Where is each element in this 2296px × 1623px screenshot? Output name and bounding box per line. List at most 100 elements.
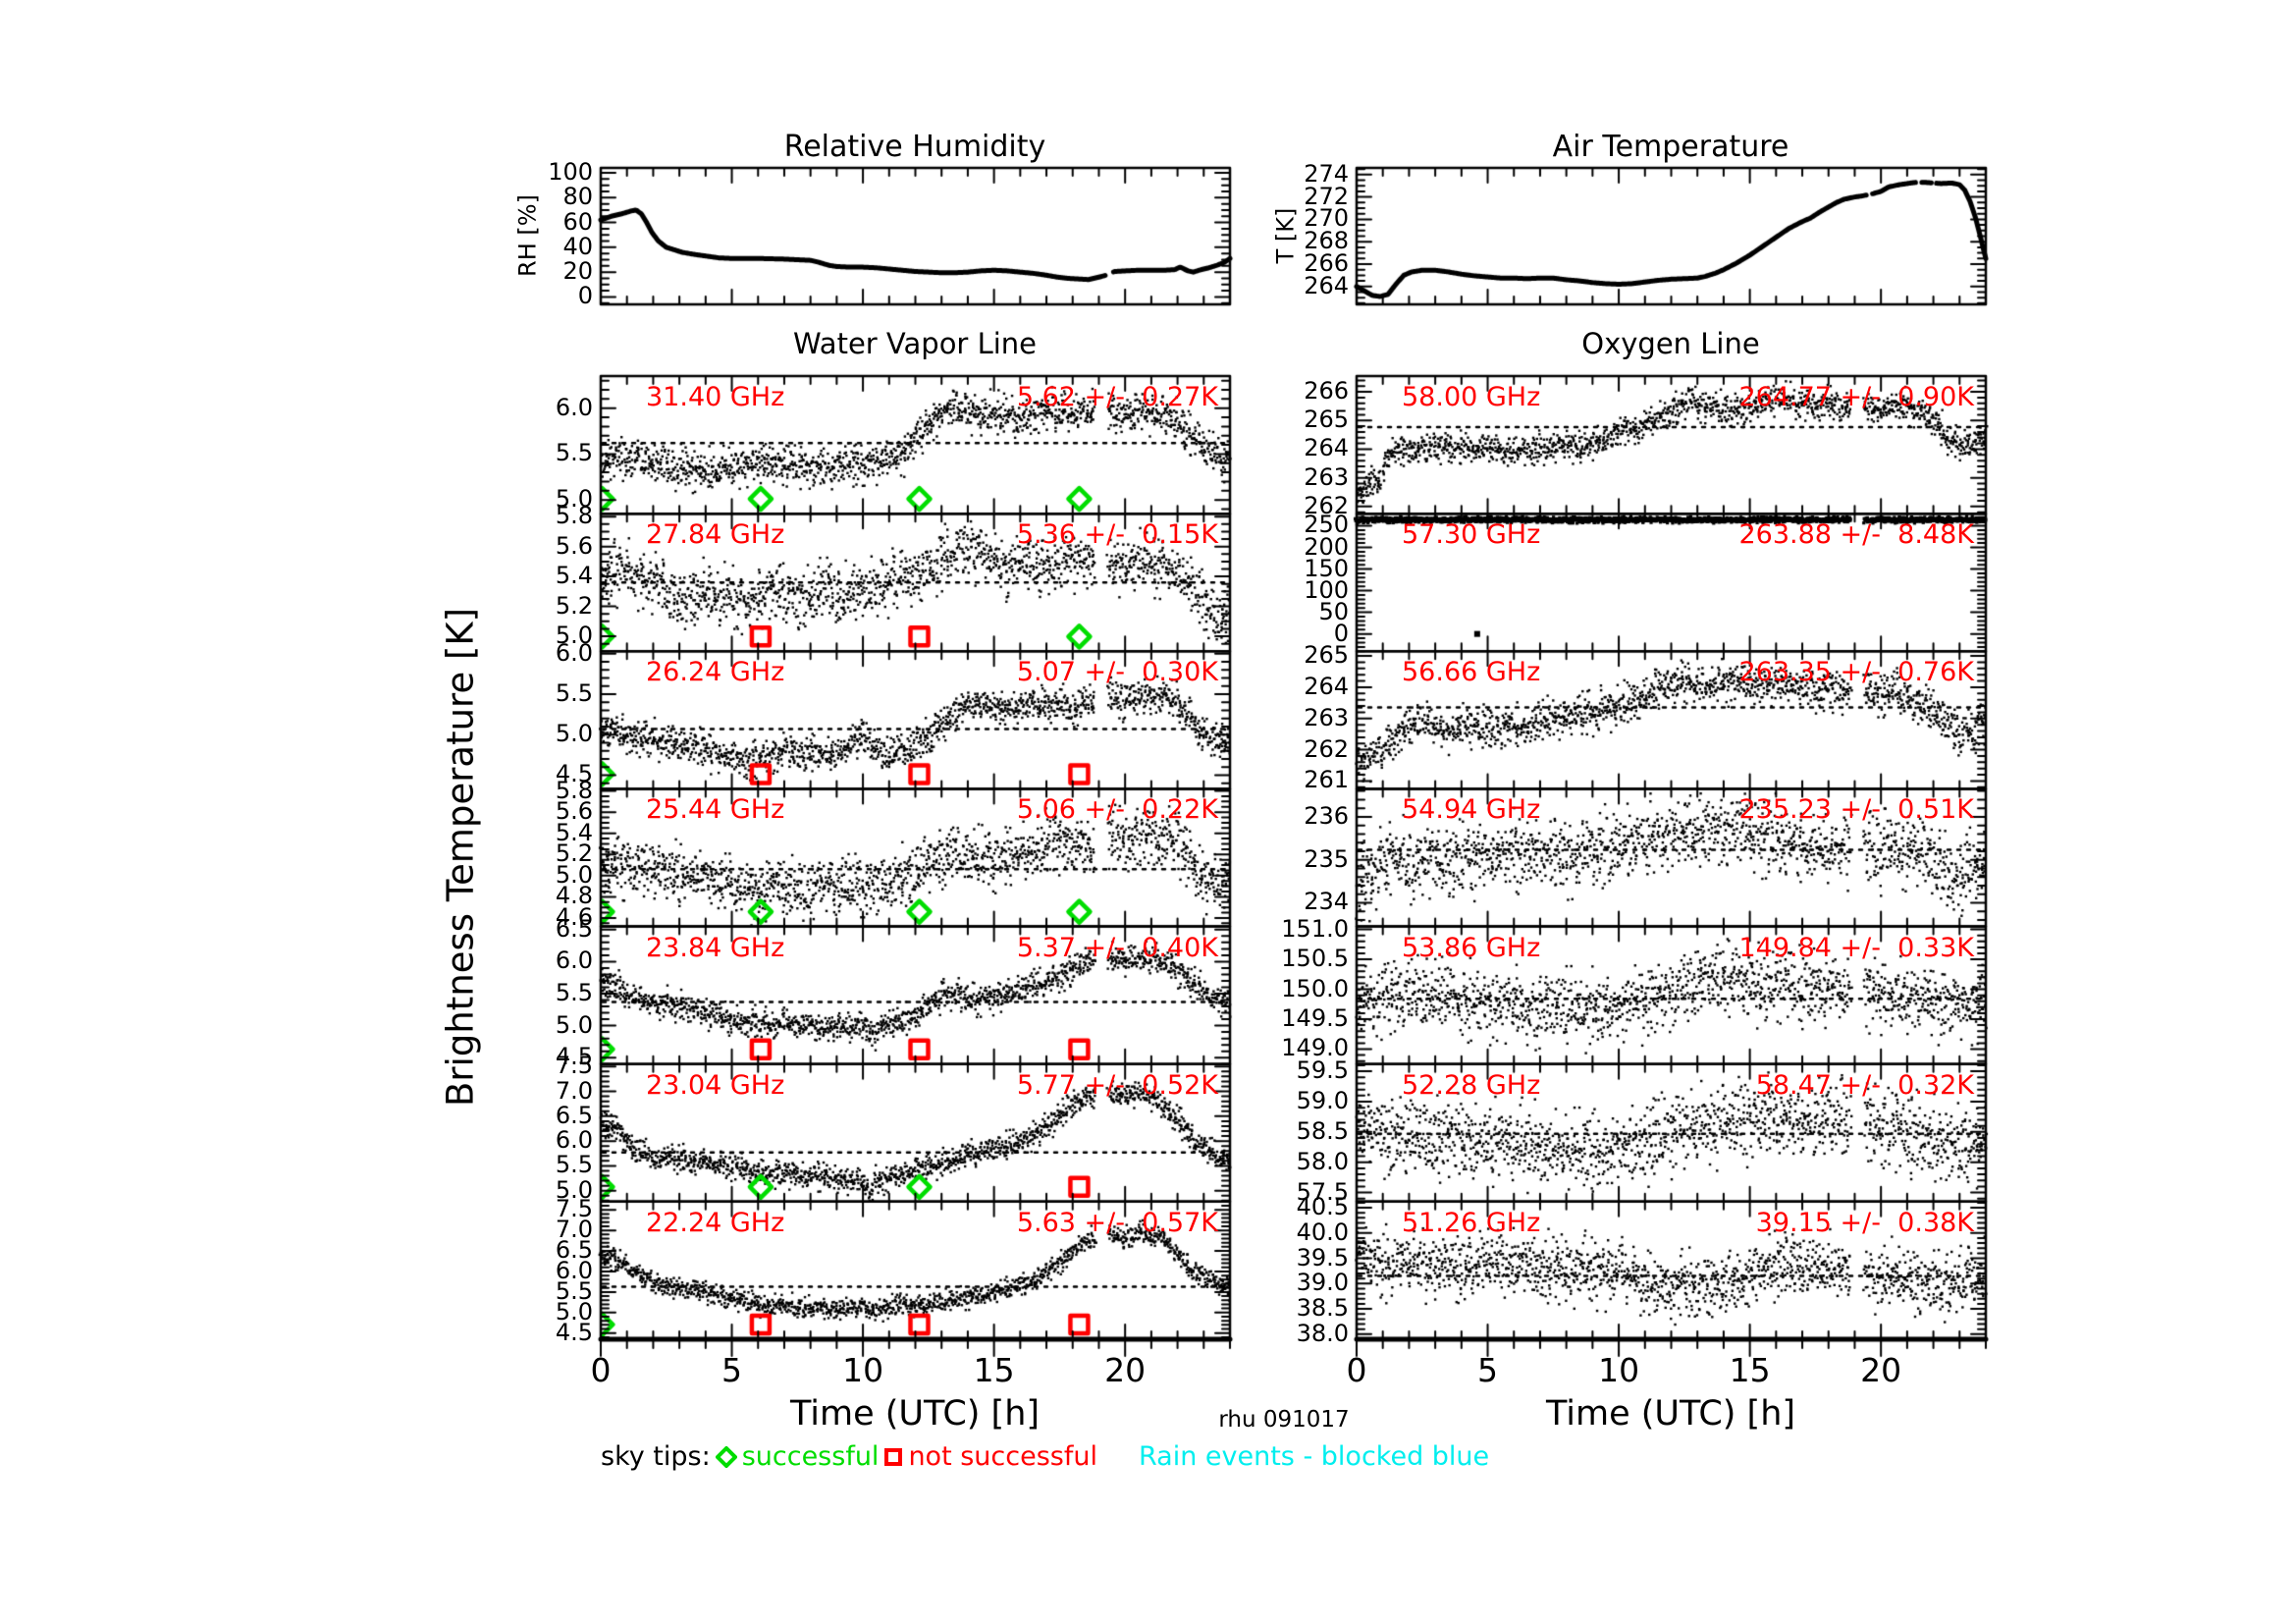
y-tick-label: 4.8: [555, 882, 593, 910]
x-tick-label: 5: [721, 1351, 743, 1389]
stat-label: 5.63 +/- 0.57K: [1016, 1207, 1218, 1238]
y-tick-label: 5.0: [555, 1010, 593, 1039]
y-tick-label: 5.6: [555, 797, 593, 826]
y-tick-label: 40.5: [1296, 1193, 1349, 1221]
y-tick-label: 5.5: [555, 979, 593, 1006]
y-tick-label: 39.5: [1296, 1243, 1349, 1271]
y-tick-label: 6.5: [555, 914, 593, 943]
y-tick-label: 266: [1304, 248, 1349, 277]
y-tick-label: 235: [1304, 844, 1349, 873]
y-tick-label: 100: [548, 158, 593, 187]
oxygen-column-title: Oxygen Line: [1581, 327, 1760, 360]
y-tick-label: 5.0: [555, 622, 593, 650]
y-tick-label: 57.5: [1296, 1177, 1349, 1206]
y-tick-label: 4.5: [555, 760, 593, 788]
freq-label: 51.26 GHz: [1402, 1207, 1541, 1238]
x-axis-label-left: Time (UTC) [h]: [789, 1394, 1041, 1434]
y-tick-label: 234: [1304, 888, 1349, 916]
y-tick-label: 5.5: [555, 439, 593, 467]
y-tick-label: 5.5: [555, 1151, 593, 1179]
y-tick-label: 58.5: [1296, 1116, 1349, 1145]
stat-label: 149.84 +/- 0.33K: [1738, 932, 1974, 963]
y-tick-label: 38.0: [1296, 1319, 1349, 1347]
stat-label: 235.23 +/- 0.51K: [1738, 794, 1974, 826]
y-tick-label: 5.0: [555, 1175, 593, 1204]
freq-label: 53.86 GHz: [1402, 932, 1541, 963]
y-tick-label: 262: [1304, 734, 1349, 763]
y-tick-label: 6.0: [555, 947, 593, 975]
y-tick-label: 40.0: [1296, 1217, 1349, 1246]
y-tick-label: 60: [562, 207, 593, 236]
stat-label: 5.07 +/- 0.30K: [1016, 657, 1218, 688]
y-tick-label: 7.0: [555, 1076, 593, 1105]
y-tick-label: 6.5: [555, 1101, 593, 1129]
y-tick-label: 59.0: [1296, 1086, 1349, 1114]
x-tick-label: 15: [973, 1351, 1015, 1389]
y-tick-label: 5.0: [555, 720, 593, 748]
y-tick-label: 7.5: [555, 1195, 593, 1223]
y-tick-label: 149.0: [1281, 1034, 1349, 1062]
freq-label: 23.04 GHz: [646, 1069, 785, 1101]
freq-label: 52.28 GHz: [1402, 1069, 1541, 1101]
freq-label: 27.84 GHz: [646, 519, 785, 551]
y-tick-label: 5.0: [555, 1297, 593, 1325]
y-tick-label: 6.5: [555, 1236, 593, 1265]
y-tick-label: 50: [1318, 597, 1349, 625]
x-tick-label: 0: [590, 1351, 612, 1389]
y-tick-label: 272: [1304, 182, 1349, 210]
footnote-run-id: rhu 091017: [1218, 1407, 1350, 1433]
y-tick-label: 268: [1304, 227, 1349, 255]
y-tick-label: 150: [1304, 554, 1349, 582]
y-tick-label: 40: [562, 232, 593, 260]
legend-successful-label: successful: [741, 1441, 880, 1472]
y-tick-label: 250: [1304, 511, 1349, 539]
y-tick-label: 58.0: [1296, 1147, 1349, 1175]
successful-diamond-icon: [715, 1445, 737, 1468]
y-tick-label: 5.5: [555, 1276, 593, 1305]
stat-label: 5.06 +/- 0.22K: [1016, 794, 1218, 826]
y-tick-label: 151.0: [1281, 914, 1349, 943]
y-tick-label: 6.0: [555, 1256, 593, 1284]
y-tick-label: 264: [1304, 672, 1349, 700]
freq-label: 56.66 GHz: [1402, 657, 1541, 688]
y-tick-label: 7.0: [555, 1216, 593, 1244]
y-tick-label: 4.6: [555, 902, 593, 931]
legend: sky tips: successful not successful: [601, 1441, 1097, 1472]
y-tick-label: 263: [1304, 462, 1349, 491]
stat-label: 5.62 +/- 0.27K: [1016, 382, 1218, 412]
y-tick-label: 0: [1333, 619, 1349, 647]
x-tick-label: 5: [1477, 1351, 1499, 1389]
x-tick-label: 10: [842, 1351, 884, 1389]
stat-label: 58.47 +/- 0.32K: [1755, 1069, 1974, 1101]
y-tick-label: 200: [1304, 532, 1349, 561]
y-tick-label: 4.5: [555, 1043, 593, 1071]
y-tick-label: 149.5: [1281, 1004, 1349, 1032]
y-tick-label: 39.0: [1296, 1269, 1349, 1297]
y-tick-label: 6.0: [555, 1126, 593, 1155]
x-tick-label: 20: [1104, 1351, 1147, 1389]
y-tick-label: 5.0: [555, 860, 593, 889]
y-tick-label: 5.4: [555, 818, 593, 846]
y-tick-label: 80: [562, 183, 593, 211]
y-tick-label: 0: [577, 282, 593, 310]
y-tick-label: 265: [1304, 406, 1349, 434]
freq-label: 26.24 GHz: [646, 657, 785, 688]
main-y-axis-label: Brightness Temperature [K]: [439, 607, 482, 1108]
y-tick-label: 150.5: [1281, 945, 1349, 973]
freq-label: 57.30 GHz: [1402, 519, 1541, 551]
y-tick-label: 236: [1304, 801, 1349, 830]
freq-label: 22.24 GHz: [646, 1207, 785, 1238]
freq-label: 58.00 GHz: [1402, 382, 1541, 412]
rh-plot-title: Relative Humidity: [783, 130, 1046, 164]
not-successful-square-icon: [884, 1447, 903, 1466]
y-tick-label: 5.0: [555, 485, 593, 514]
y-tick-label: 59.5: [1296, 1056, 1349, 1085]
y-tick-label: 20: [562, 257, 593, 286]
y-tick-label: 100: [1304, 575, 1349, 604]
legend-sky-tips-label: sky tips:: [601, 1441, 711, 1472]
x-tick-label: 10: [1598, 1351, 1640, 1389]
stat-label: 5.37 +/- 0.40K: [1016, 932, 1218, 963]
y-tick-label: 5.5: [555, 678, 593, 707]
